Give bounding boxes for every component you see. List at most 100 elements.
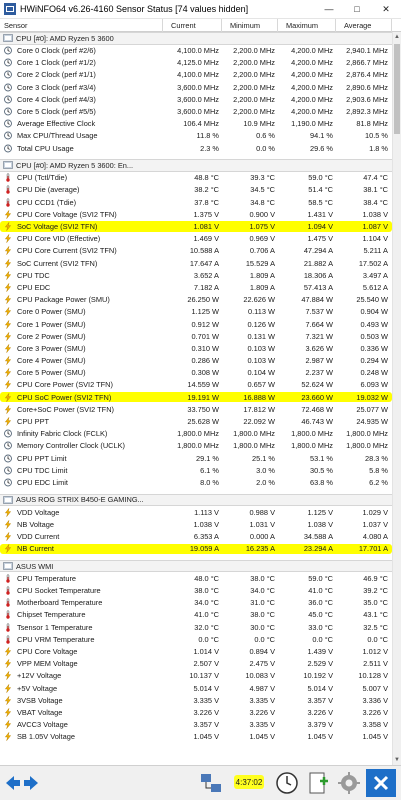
sensor-name: CPU CCD1 (Tdie) — [17, 197, 77, 207]
close-icon[interactable]: ✕ — [382, 3, 390, 14]
sensor-group-header[interactable]: ASUS WMI — [0, 559, 392, 573]
scroll-down-icon[interactable]: ▼ — [394, 757, 400, 763]
column-maximum[interactable]: Maximum — [278, 18, 336, 32]
add-report-icon[interactable] — [305, 770, 331, 796]
sensor-row[interactable]: Core 2 Clock (perf #1/1) 4,100.0 MHz 2,200… — [0, 69, 392, 81]
sensor-row[interactable]: Core 3 Clock (perf #3/4) 3,600.0 MHz 2,200… — [0, 81, 392, 93]
sensor-row[interactable]: CPU Core Voltage (SVI2 TFN) 1.375 V 0.900 … — [0, 208, 392, 220]
sensor-row[interactable]: VDD Current 6.353 A 0.000 A 34.588 A 4.080 A — [0, 530, 392, 542]
sensor-name-cell: Core 4 Clock (perf #4/3) — [0, 93, 163, 105]
sensor-row[interactable]: SoC Voltage (SVI2 TFN) 1.081 V 1.075 V 1.09… — [0, 220, 392, 232]
sensor-name: CPU Temperature — [17, 573, 77, 583]
bolt-icon — [4, 222, 12, 231]
sensor-group-header[interactable]: CPU [#0]: AMD Ryzen 5 3600 — [0, 32, 392, 45]
minimum-value: 0.900 V — [249, 209, 275, 219]
sensor-row[interactable]: CPU EDC Limit 8.0 % 2.0 % 63.8 % 6.2 % — [0, 476, 392, 488]
column-sensor[interactable]: Sensor — [0, 18, 163, 32]
sensor-row[interactable]: Chipset Temperature 41.0 °C 38.0 °C 45.0 °C… — [0, 609, 392, 621]
sensor-row[interactable]: VDD Voltage 1.113 V 0.988 V 1.125 V 1.029 V — [0, 506, 392, 518]
current-value: 4,100.0 MHz — [177, 46, 219, 56]
bolt-icon — [4, 659, 12, 669]
average-value: 2,890.6 MHz — [346, 82, 388, 92]
settings-icon[interactable] — [336, 770, 362, 796]
sensor-row[interactable]: CPU Core Voltage 1.014 V 0.894 V 1.439 V 1.0… — [0, 645, 392, 657]
vertical-scrollbar[interactable]: ▲ ▼ — [392, 32, 401, 765]
sensor-row[interactable]: CPU (Tctl/Tdie) 48.8 °C 39.3 °C 59.0 °C 47.4… — [0, 172, 392, 184]
sensor-row[interactable]: NB Current 19.059 A 16.235 A 23.294 A 17.701… — [0, 543, 392, 555]
sensor-row[interactable]: Infinity Fabric Clock (FCLK) 1,800.0 MHz 1… — [0, 428, 392, 440]
average-value: 19.032 W — [356, 392, 388, 402]
sensor-row[interactable]: CPU EDC 7.182 A 1.809 A 57.413 A 5.612 A — [0, 281, 392, 293]
sensor-row[interactable]: CPU PPT 25.628 W 22.092 W 46.743 W 24.935 W — [0, 415, 392, 427]
sensor-name-cell: Core 2 Power (SMU) — [0, 330, 163, 342]
clock-icon[interactable] — [274, 770, 300, 796]
scroll-thumb[interactable] — [394, 44, 400, 134]
sensor-row[interactable]: Memory Controller Clock (UCLK) 1,800.0 MH… — [0, 440, 392, 452]
sensor-row[interactable]: CPU Die (average) 38.2 °C 34.5 °C 51.4 °C 38… — [0, 184, 392, 196]
sensor-row[interactable]: Core 2 Power (SMU) 0.701 W 0.131 W 7.321 W 0… — [0, 330, 392, 342]
sensor-row[interactable]: Total CPU Usage 2.3 % 0.0 % 29.6 % 1.8 % — [0, 142, 392, 154]
sensor-row[interactable]: CPU Temperature 48.0 °C 38.0 °C 59.0 °C 46.9… — [0, 572, 392, 584]
sensor-name: SoC Current (SVI2 TFN) — [17, 258, 98, 268]
sensor-row[interactable]: CPU Core Power (SVI2 TFN) 14.559 W 0.657 W… — [0, 379, 392, 391]
sensor-name: VPP MEM Voltage — [17, 659, 78, 669]
column-average[interactable]: Average — [336, 18, 392, 32]
sensor-row[interactable]: SoC Current (SVI2 TFN) 17.647 A 15.529 A 21… — [0, 257, 392, 269]
sensor-row[interactable]: CPU PPT Limit 29.1 % 25.1 % 53.1 % 28.3 % — [0, 452, 392, 464]
sensor-row[interactable]: 3VSB Voltage 3.335 V 3.335 V 3.357 V 3.336 V — [0, 694, 392, 706]
sensor-row[interactable]: CPU TDC Limit 6.1 % 3.0 % 30.5 % 5.8 % — [0, 464, 392, 476]
minimize-icon[interactable]: — — [324, 4, 334, 14]
network-icon[interactable] — [198, 770, 224, 796]
sensor-row[interactable]: Core 5 Clock (perf #5/5) 3,600.0 MHz 2,200… — [0, 105, 392, 117]
sensor-name-cell: Core 1 Power (SMU) — [0, 318, 163, 330]
sensor-row[interactable]: Core 0 Power (SMU) 1.125 W 0.113 W 7.537 W 0… — [0, 306, 392, 318]
sensor-group-header[interactable]: ASUS ROG STRIX B450-E GAMING... — [0, 493, 392, 507]
sensor-row[interactable]: NB Voltage 1.038 V 1.031 V 1.038 V 1.037 V — [0, 518, 392, 530]
sensor-row[interactable]: CPU CCD1 (Tdie) 37.8 °C 34.8 °C 58.5 °C 38.4… — [0, 196, 392, 208]
sensor-row[interactable]: Core 1 Clock (perf #1/2) 4,125.0 MHz 2,200… — [0, 57, 392, 69]
scroll-up-icon[interactable]: ▲ — [394, 34, 400, 40]
current-value: 1.113 V — [194, 507, 219, 517]
sensor-row[interactable]: VPP MEM Voltage 2.507 V 2.475 V 2.529 V 2.51… — [0, 658, 392, 670]
column-current[interactable]: Current — [163, 18, 222, 32]
sensor-row[interactable]: +12V Voltage 10.137 V 10.083 V 10.192 V 10.1… — [0, 670, 392, 682]
average-value: 2,892.3 MHz — [346, 107, 388, 117]
sensor-row[interactable]: Core 5 Power (SMU) 0.308 W 0.104 W 2.237 W 0… — [0, 367, 392, 379]
sensor-row[interactable]: AVCC3 Voltage 3.357 V 3.335 V 3.379 V 3.358 … — [0, 719, 392, 731]
sensor-row[interactable]: CPU Socket Temperature 38.0 °C 34.0 °C 41.0… — [0, 585, 392, 597]
minimum-value: 1.031 V — [249, 519, 275, 529]
current-value: 8.0 % — [200, 477, 219, 487]
sensor-row[interactable]: Core 1 Power (SMU) 0.912 W 0.126 W 7.664 W 0… — [0, 318, 392, 330]
column-minimum[interactable]: Minimum — [222, 18, 278, 32]
close-button[interactable] — [366, 769, 396, 797]
sensor-name: NB Voltage — [17, 519, 54, 529]
sensor-row[interactable]: CPU SoC Power (SVI2 TFN) 19.191 W 16.888 W… — [0, 391, 392, 403]
bolt-icon — [4, 544, 12, 554]
sensor-row[interactable]: VBAT Voltage 3.226 V 3.226 V 3.226 V 3.226 V — [0, 706, 392, 718]
sensor-row[interactable]: Core 4 Power (SMU) 0.286 W 0.103 W 2.987 W 0… — [0, 355, 392, 367]
maximum-value: 1.094 V — [307, 222, 333, 232]
nav-arrows-icon[interactable] — [4, 770, 40, 796]
sensor-group-header[interactable]: CPU [#0]: AMD Ryzen 5 3600: En... — [0, 159, 392, 172]
sensor-row[interactable]: Core 0 Clock (perf #2/6) 4,100.0 MHz 2,200… — [0, 45, 392, 57]
sensor-row[interactable]: CPU Core Current (SVI2 TFN) 10.588 A 0.706… — [0, 245, 392, 257]
sensor-list[interactable]: CPU [#0]: AMD Ryzen 5 3600 Core 0 Clock (… — [0, 32, 392, 765]
sensor-row[interactable]: Core+SoC Power (SVI2 TFN) 33.750 W 17.812 … — [0, 403, 392, 415]
sensor-row[interactable]: Average Effective Clock 106.4 MHz 10.9 MHz… — [0, 118, 392, 130]
sensor-row[interactable]: +5V Voltage 5.014 V 4.987 V 5.014 V 5.007 V — [0, 682, 392, 694]
sensor-row[interactable]: Core 4 Clock (perf #4/3) 3,600.0 MHz 2,200… — [0, 93, 392, 105]
sensor-row[interactable]: CPU TDC 3.652 A 1.809 A 18.306 A 3.497 A — [0, 269, 392, 281]
column-header: Sensor Current Minimum Maximum Average — [0, 18, 401, 32]
sensor-row[interactable]: CPU Package Power (SMU) 26.250 W 22.626 W 4… — [0, 294, 392, 306]
clock-icon — [4, 466, 12, 475]
thermometer-icon — [4, 586, 12, 595]
sensor-name: CPU Package Power (SMU) — [17, 295, 110, 305]
sensor-row[interactable]: SB 1.05V Voltage 1.045 V 1.045 V 1.045 V 1.0… — [0, 731, 392, 743]
sensor-row[interactable]: Tsensor 1 Temperature 32.0 °C 30.0 °C 33.0 … — [0, 621, 392, 633]
sensor-row[interactable]: Motherboard Temperature 34.0 °C 31.0 °C 36.… — [0, 597, 392, 609]
sensor-row[interactable]: CPU VRM Temperature 0.0 °C 0.0 °C 0.0 °C 0.0… — [0, 633, 392, 645]
maximize-icon[interactable]: □ — [354, 4, 360, 14]
sensor-row[interactable]: Core 3 Power (SMU) 0.310 W 0.103 W 3.626 W 0… — [0, 342, 392, 354]
sensor-row[interactable]: Max CPU/Thread Usage 11.8 % 0.6 % 94.1 % 10.… — [0, 130, 392, 142]
sensor-row[interactable]: CPU Core VID (Effective) 1.469 V 0.969 V 1.… — [0, 233, 392, 245]
